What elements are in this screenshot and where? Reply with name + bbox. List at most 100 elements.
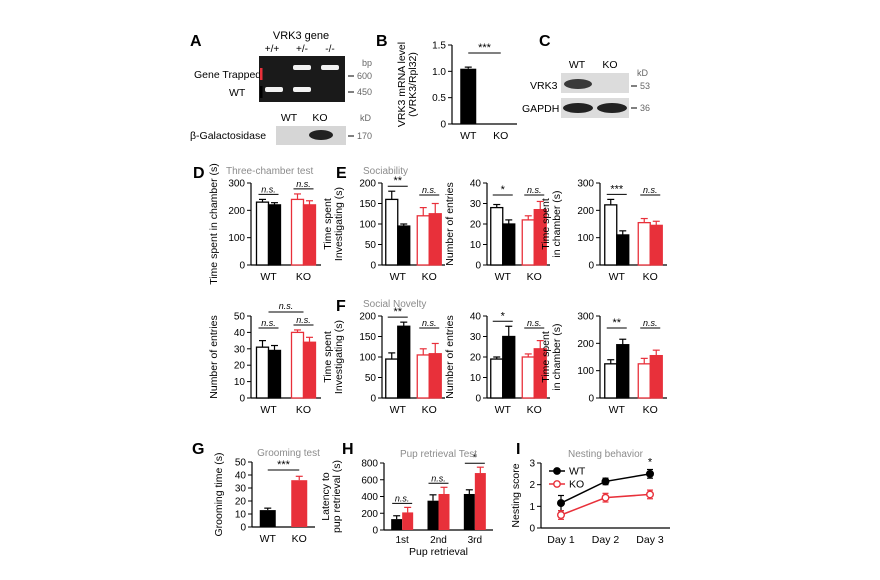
- x-tick-label: KO: [643, 404, 658, 416]
- lane-label: KO: [312, 112, 327, 124]
- bp-marker: 600: [357, 71, 372, 81]
- x-axis-label: Pup retrieval: [409, 546, 468, 558]
- bar: [391, 519, 403, 530]
- y-tick-label: 0: [588, 261, 594, 272]
- legend-label: KO: [569, 479, 584, 491]
- data-point: [557, 511, 566, 520]
- y-tick-label: 40: [470, 312, 482, 323]
- significance-label: n.s.: [395, 493, 410, 503]
- y-tick-label: 2: [529, 480, 535, 491]
- x-tick-label: Day 3: [636, 534, 664, 546]
- chart-f2: 0 10 20 30 40 Number of entries * WT n.s. KO: [444, 310, 550, 416]
- bar: [416, 215, 430, 266]
- y-tick-label: 0: [240, 523, 246, 534]
- bar: [474, 473, 486, 530]
- y-axis-label: in chamber (s): [551, 190, 563, 257]
- y-axis-label: in chamber (s): [551, 323, 563, 390]
- y-tick-label: 1.5: [432, 41, 446, 52]
- bar: [502, 223, 516, 266]
- y-tick-label: 1: [529, 502, 535, 513]
- significance-label: n.s.: [527, 185, 542, 195]
- significance-label: n.s.: [279, 301, 294, 311]
- y-tick-label: 20: [470, 353, 482, 364]
- row-label-wt: WT: [229, 87, 246, 99]
- y-axis-label: Grooming time (s): [213, 452, 225, 536]
- bar: [616, 234, 630, 266]
- y-tick-label: 0: [370, 261, 376, 272]
- x-tick-label: WT: [260, 404, 277, 416]
- blot-band: [309, 130, 333, 140]
- lane-label: WT: [569, 59, 586, 71]
- bar: [521, 219, 535, 266]
- gel-band: [293, 87, 311, 92]
- bar: [255, 346, 270, 399]
- y-axis-label: Number of entries: [208, 315, 220, 398]
- significance-label: *: [501, 310, 506, 322]
- bar: [463, 493, 475, 530]
- y-tick-label: 0: [475, 394, 481, 405]
- y-axis-label: VRK3 mRNA level: [396, 42, 408, 127]
- x-tick-label: 1st: [395, 535, 409, 546]
- y-tick-label: 50: [234, 312, 246, 323]
- y-tick-label: 20: [234, 361, 246, 372]
- bar: [402, 512, 414, 530]
- significance-label: ***: [478, 42, 492, 54]
- y-tick-label: 50: [365, 373, 377, 384]
- y-axis-label: Time spent: [322, 331, 334, 383]
- bar: [649, 224, 663, 266]
- x-tick-label: KO: [296, 271, 311, 283]
- y-axis-label: Time spent: [540, 331, 552, 383]
- trapped-marker: [260, 68, 263, 80]
- y-tick-label: 0: [239, 394, 245, 405]
- bar: [428, 353, 442, 399]
- x-tick-label: KO: [422, 404, 437, 416]
- bar: [259, 510, 276, 527]
- y-axis-label: Time spent: [322, 198, 334, 250]
- significance-label: **: [612, 317, 621, 329]
- x-tick-label: KO: [493, 130, 508, 142]
- significance-label: n.s.: [261, 318, 276, 328]
- bar: [397, 325, 411, 399]
- y-tick-label: 10: [234, 377, 246, 388]
- y-tick-label: 40: [235, 471, 247, 482]
- blot-band: [597, 103, 627, 113]
- x-tick-label: KO: [643, 271, 658, 283]
- y-axis-label: Investigating (s): [333, 320, 345, 394]
- bp-unit: bp: [362, 58, 372, 68]
- bar: [255, 201, 270, 266]
- y-tick-label: 40: [234, 328, 246, 339]
- legend-marker: [553, 467, 561, 475]
- panel-c: C WT KO kD VRK3 53 GAPDH 36: [522, 33, 650, 118]
- kd-unit: kD: [637, 68, 649, 78]
- significance-label: n.s.: [643, 185, 658, 195]
- bar: [290, 198, 305, 266]
- y-tick-label: 200: [577, 206, 594, 217]
- y-tick-label: 100: [577, 366, 594, 377]
- significance-label: **: [393, 306, 402, 318]
- y-axis-label: (VRK3/Rpl32): [407, 52, 419, 117]
- x-tick-label: Day 2: [592, 534, 620, 546]
- bp-marker: 450: [357, 87, 372, 97]
- x-tick-label: KO: [422, 271, 437, 283]
- bar: [291, 480, 308, 527]
- panel-letter-f: F: [336, 298, 346, 315]
- lane-label: WT: [281, 112, 298, 124]
- gel-band: [265, 87, 283, 92]
- data-point: [601, 493, 610, 502]
- blot-band: [563, 103, 593, 113]
- gel-band: [293, 65, 311, 70]
- subtitle-d: Three-chamber test: [226, 166, 313, 177]
- x-tick-label: Day 1: [547, 534, 575, 546]
- y-axis-label: Time spent: [540, 198, 552, 250]
- legend-marker: [553, 480, 561, 488]
- kd-marker: 36: [640, 103, 650, 113]
- x-tick-label: WT: [460, 130, 477, 142]
- y-axis-label: Investigating (s): [333, 187, 345, 261]
- bar: [649, 354, 663, 399]
- y-tick-label: 200: [361, 509, 378, 520]
- x-tick-label: WT: [260, 533, 277, 545]
- x-tick-label: KO: [527, 404, 542, 416]
- y-tick-label: 1.0: [432, 67, 446, 78]
- panel-letter-c: C: [539, 33, 551, 50]
